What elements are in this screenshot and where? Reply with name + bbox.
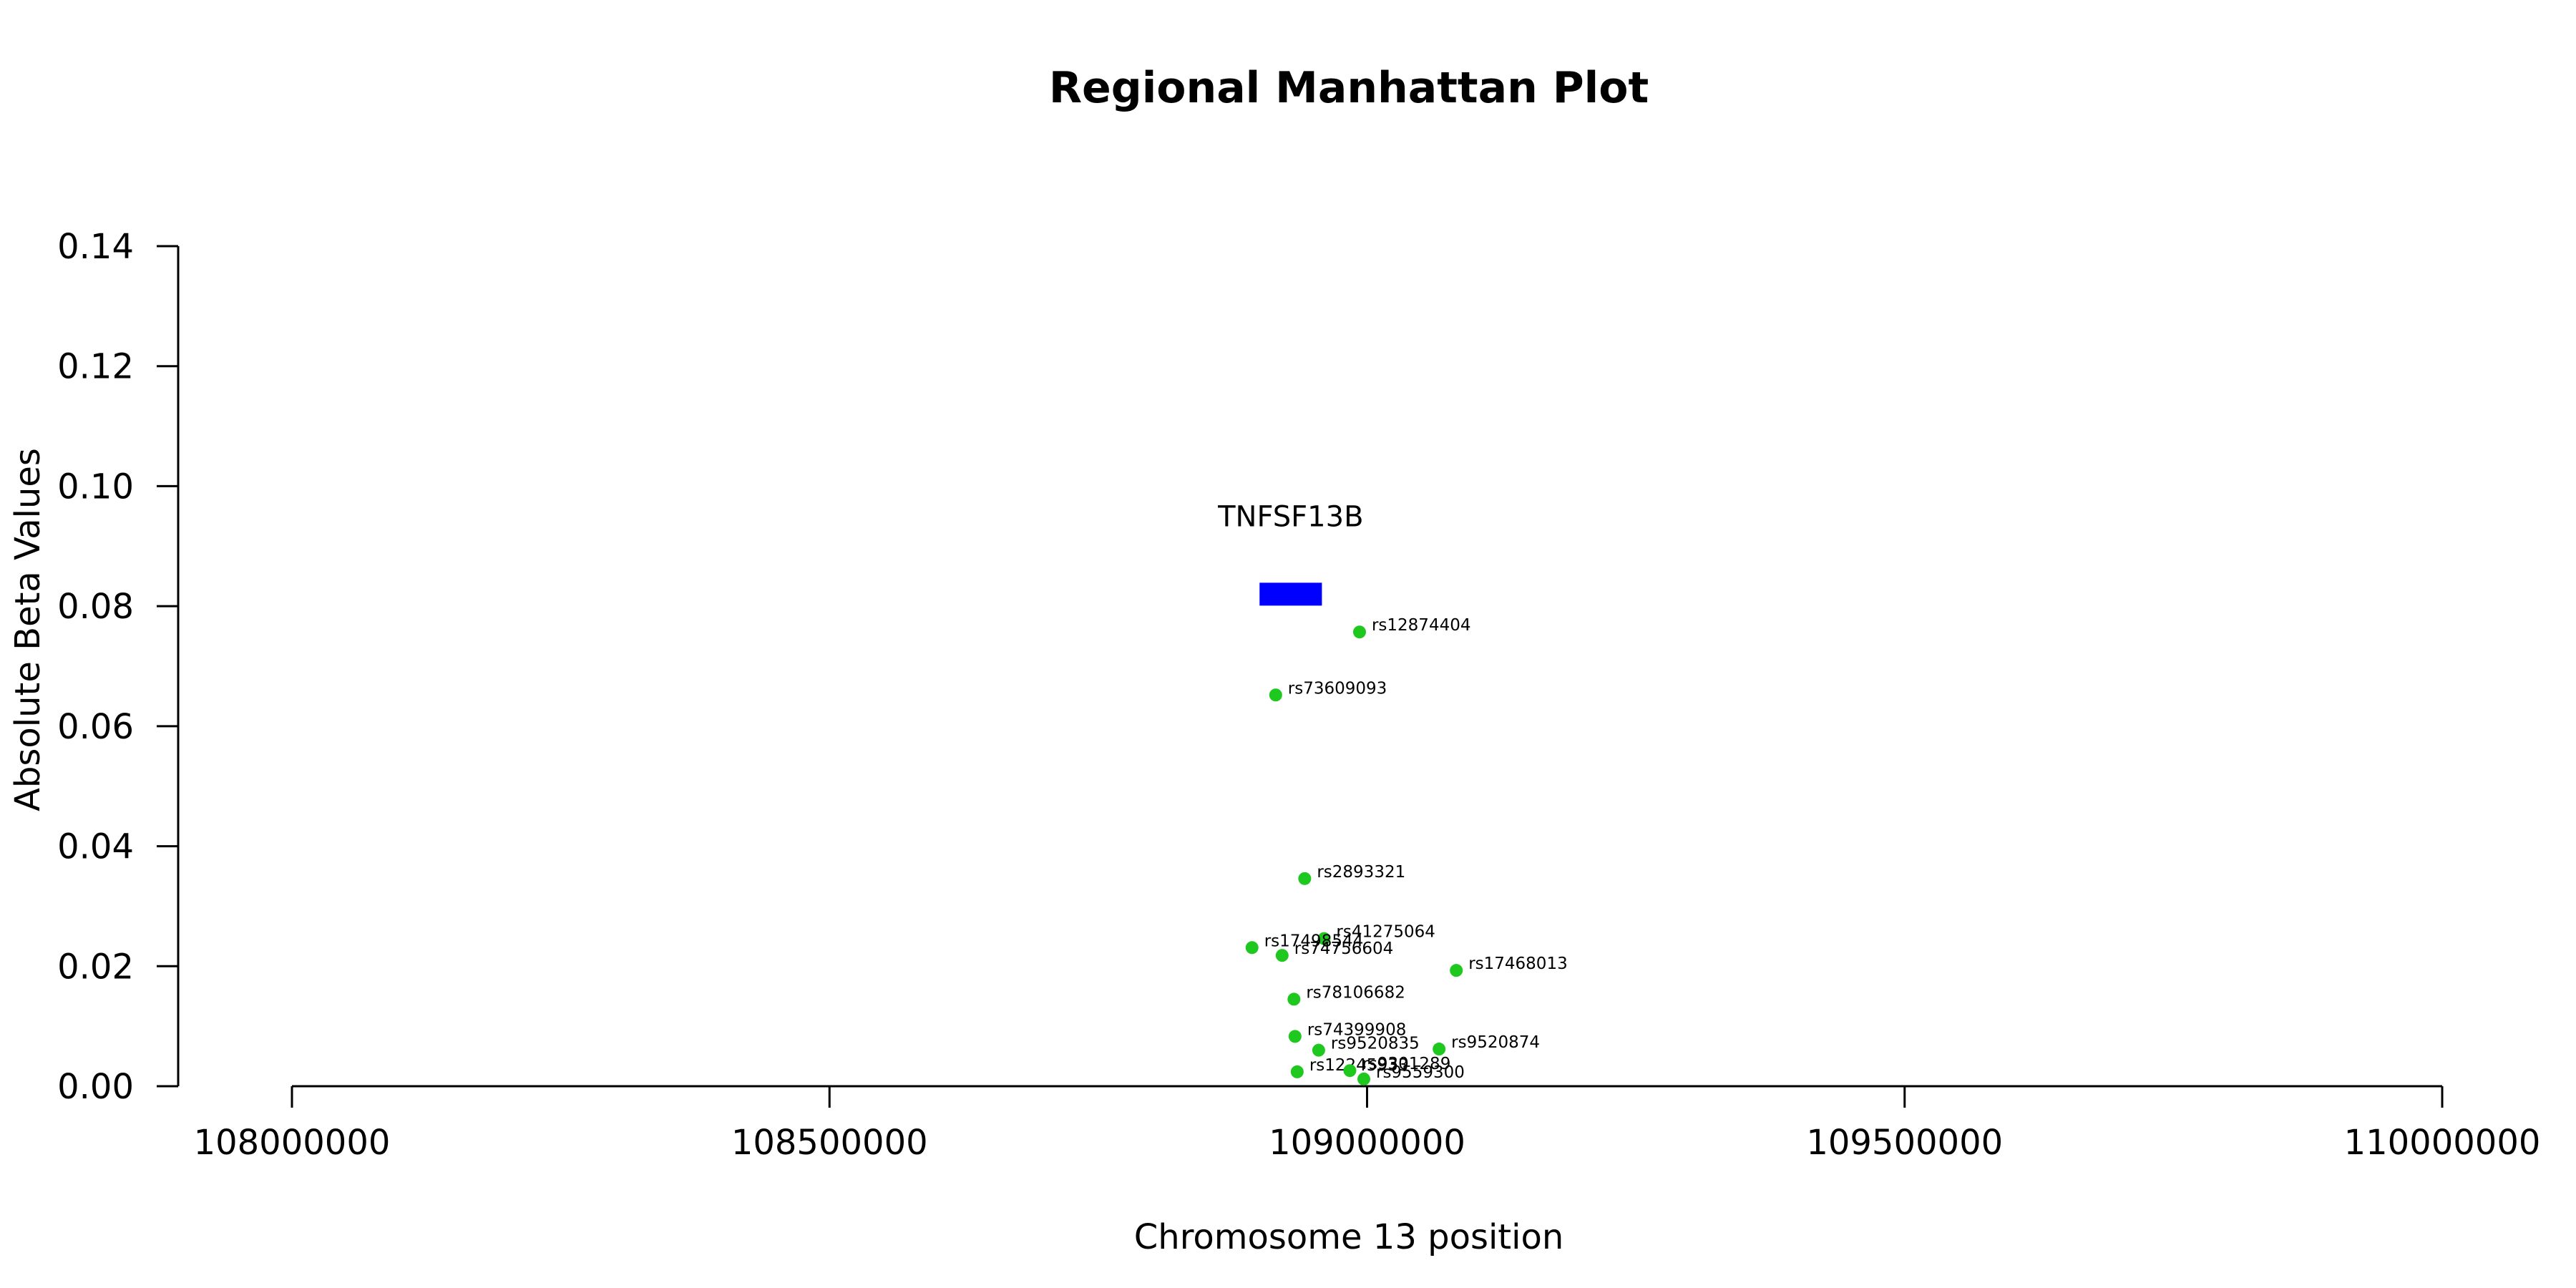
axes: 0.00 0.02 0.04 0.06 0.08 0.10 0.12 0.14 10800000… <box>57 227 2540 1163</box>
data-point-label: rs74399908 <box>1307 1020 1407 1039</box>
data-point-label: rs73609093 <box>1288 679 1387 698</box>
data-point-label: rs12245933 <box>1309 1056 1409 1075</box>
data-point <box>1433 1043 1446 1056</box>
data-point <box>1343 1064 1357 1078</box>
data-point <box>1312 1043 1325 1057</box>
x-tick-label: 110000000 <box>2344 1123 2541 1163</box>
data-point <box>1290 1065 1304 1078</box>
data-point-label: rs2893321 <box>1317 863 1405 882</box>
data-point-label: rs74756604 <box>1294 940 1394 958</box>
chart-title: Regional Manhattan Plot <box>1049 63 1649 113</box>
data-point <box>1287 992 1301 1006</box>
y-tick-label: 0.10 <box>57 467 134 507</box>
y-axis-label: Absolute Beta Values <box>8 448 48 811</box>
gene-track: TNFSF13B <box>1217 500 1364 606</box>
data-point <box>1298 872 1312 885</box>
y-tick-label: 0.12 <box>57 347 134 387</box>
data-point-label: rs9520874 <box>1451 1033 1540 1052</box>
data-point <box>1357 1072 1370 1085</box>
data-point <box>1317 932 1331 945</box>
y-tick-label: 0.08 <box>57 587 134 627</box>
data-point-label: rs9301289 <box>1362 1055 1450 1073</box>
data-point-label: rs17498544 <box>1264 932 1364 950</box>
y-tick-label: 0.14 <box>57 227 134 267</box>
data-point-label: rs41275064 <box>1336 923 1435 942</box>
data-points: rs12874404rs73609093rs2893321rs41275064r… <box>1245 616 1568 1085</box>
y-tick-label: 0.02 <box>57 947 134 987</box>
data-point-label: rs78106682 <box>1306 983 1405 1002</box>
x-tick-label: 108000000 <box>194 1123 391 1163</box>
data-point-label: rs17468013 <box>1468 955 1568 973</box>
data-point <box>1288 1030 1302 1043</box>
y-tick-label: 0.04 <box>57 827 134 867</box>
x-tick-label: 108500000 <box>731 1123 928 1163</box>
x-axis-label: Chromosome 13 position <box>1134 1217 1564 1257</box>
data-point <box>1245 941 1259 955</box>
x-tick-label: 109000000 <box>1269 1123 1465 1163</box>
data-point <box>1275 949 1289 962</box>
data-point <box>1352 625 1366 639</box>
y-tick-label: 0.06 <box>57 707 134 747</box>
data-point-label: rs12874404 <box>1372 616 1471 635</box>
data-point <box>1269 688 1282 702</box>
gene-box <box>1259 582 1322 606</box>
gene-label: TNFSF13B <box>1217 500 1363 533</box>
data-point-label: rs9559300 <box>1376 1063 1465 1082</box>
data-point <box>1450 964 1463 977</box>
x-tick-label: 109500000 <box>1806 1123 2003 1163</box>
y-tick-label: 0.00 <box>57 1067 134 1107</box>
data-point-label: rs9520835 <box>1331 1035 1420 1053</box>
